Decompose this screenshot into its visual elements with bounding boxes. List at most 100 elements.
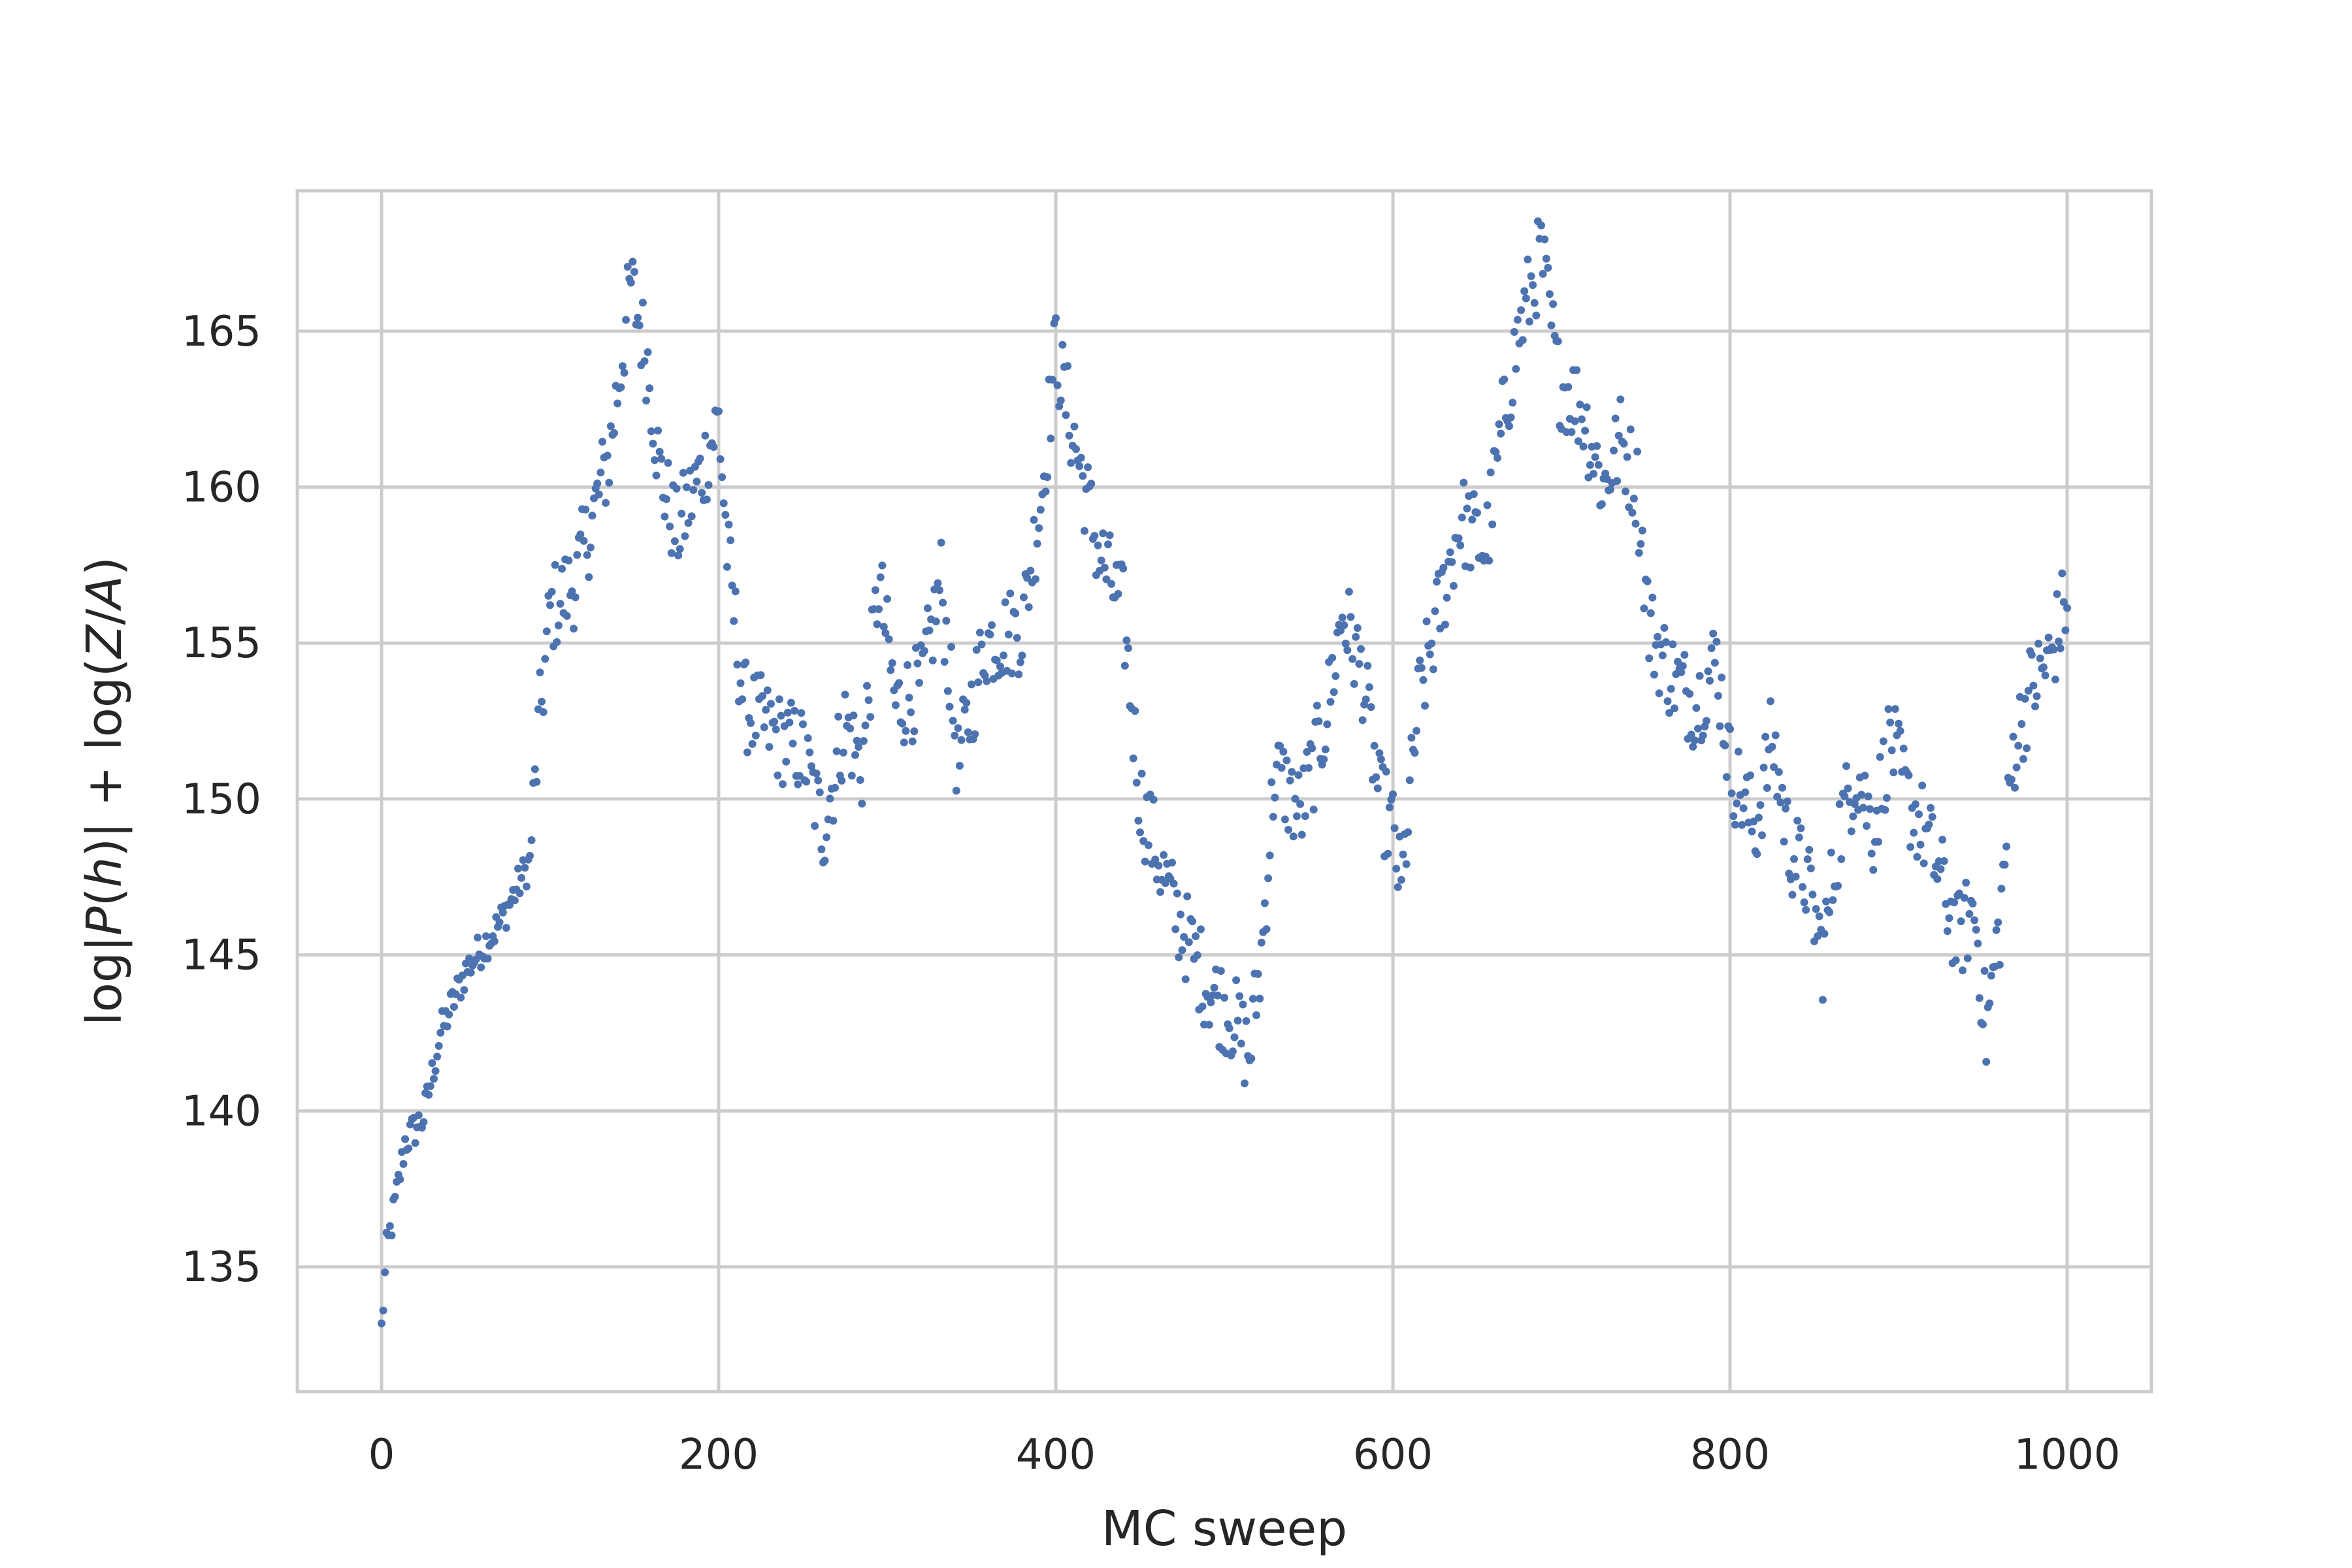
data-point <box>1658 651 1667 660</box>
data-point <box>1756 801 1765 809</box>
data-point <box>1267 778 1276 787</box>
data-point <box>1001 598 1009 606</box>
data-point <box>1844 784 1852 792</box>
data-point <box>917 641 925 649</box>
data-point <box>1628 508 1637 517</box>
data-point <box>411 1139 419 1147</box>
data-point <box>1426 650 1434 659</box>
data-point <box>2031 702 2039 711</box>
data-point <box>426 1082 434 1090</box>
data-point <box>1677 668 1686 676</box>
data-point <box>527 836 536 844</box>
data-point <box>1650 670 1658 679</box>
data-point <box>676 545 684 553</box>
data-point <box>1242 1017 1250 1025</box>
data-point <box>876 573 885 581</box>
data-point <box>831 783 839 792</box>
data-point <box>1879 737 1887 745</box>
data-point <box>1874 838 1882 846</box>
data-point <box>851 751 859 759</box>
y-tick-label: 160 <box>182 464 261 512</box>
data-point <box>1579 442 1588 451</box>
data-point <box>623 263 632 271</box>
data-point <box>674 551 683 560</box>
data-point <box>1326 698 1335 706</box>
data-point <box>1738 821 1746 829</box>
data-point <box>1529 281 1537 289</box>
data-point <box>1178 946 1186 955</box>
data-point <box>1030 515 1038 524</box>
scatter-points <box>378 217 2071 1328</box>
data-point <box>477 963 485 972</box>
data-point <box>1887 746 1896 755</box>
data-point <box>747 719 755 727</box>
data-point <box>1094 541 1102 549</box>
plot-frame <box>295 189 2153 1394</box>
data-point <box>696 454 704 463</box>
data-point <box>727 536 735 544</box>
data-point <box>710 443 718 451</box>
data-point <box>996 662 1004 671</box>
data-point <box>1053 381 1062 389</box>
data-point <box>859 737 868 745</box>
data-point <box>1416 656 1424 664</box>
data-point <box>1225 1024 1233 1032</box>
data-point <box>1660 624 1669 632</box>
data-point <box>1925 821 1933 828</box>
data-point <box>1994 918 2002 926</box>
data-point <box>1791 872 1800 881</box>
data-point <box>895 679 904 687</box>
data-point <box>1815 912 1823 921</box>
data-point <box>445 1010 453 1019</box>
data-point <box>1080 527 1088 535</box>
data-point <box>1000 651 1007 660</box>
data-point <box>1663 697 1672 706</box>
data-point <box>794 780 802 789</box>
data-point <box>936 586 943 595</box>
data-point <box>1213 991 1222 1000</box>
data-point <box>1527 272 1535 280</box>
data-point <box>620 368 629 377</box>
data-point <box>1463 504 1471 513</box>
data-point <box>1171 925 1180 934</box>
data-point <box>873 620 881 629</box>
x-tick-labels: 0 200 400 600 800 1000 <box>368 1431 2121 1479</box>
data-point <box>1748 827 1756 836</box>
data-point <box>1176 910 1184 919</box>
data-point <box>960 706 969 714</box>
data-point <box>652 471 661 480</box>
data-point <box>428 1059 436 1068</box>
data-point <box>618 362 627 370</box>
data-point <box>1518 336 1527 344</box>
data-point <box>1798 883 1806 891</box>
data-point <box>1262 925 1271 934</box>
data-point <box>2019 755 2027 763</box>
data-point <box>1571 417 1579 425</box>
data-point <box>812 769 821 777</box>
data-point <box>2041 671 2050 679</box>
data-point <box>1847 827 1855 836</box>
data-point <box>1384 849 1392 858</box>
data-point <box>864 696 873 704</box>
data-point <box>1249 994 1257 1003</box>
y-axis-label-part: ) <box>76 557 133 576</box>
data-point <box>920 647 928 655</box>
data-point <box>1547 321 1556 330</box>
data-point <box>2021 694 2029 703</box>
data-point <box>1654 632 1662 641</box>
data-point <box>1136 828 1144 837</box>
data-point <box>2053 590 2061 598</box>
data-point <box>1802 906 1810 914</box>
data-point <box>1945 914 1953 923</box>
data-point <box>1020 593 1028 602</box>
data-point <box>1979 1021 1987 1028</box>
data-point <box>1364 662 1372 670</box>
data-point <box>1330 688 1338 696</box>
data-point <box>1985 999 1994 1007</box>
data-point <box>1891 705 1899 713</box>
data-point <box>1056 396 1065 404</box>
data-point <box>425 1090 433 1099</box>
data-point <box>858 800 866 808</box>
data-point <box>466 968 475 977</box>
